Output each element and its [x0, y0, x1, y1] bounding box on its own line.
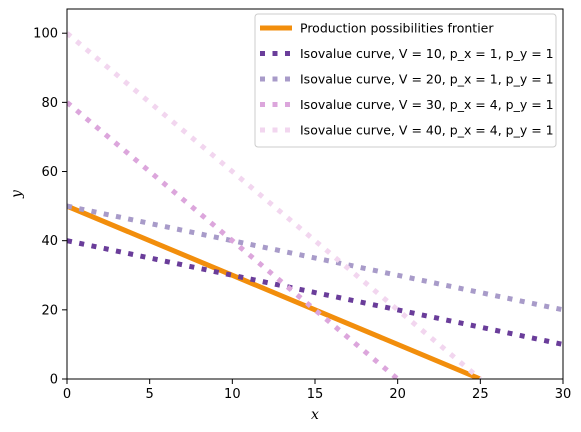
x-axis: 0 5 10 15 20 25 30 [63, 379, 571, 402]
x-axis-label: x [311, 407, 319, 423]
x-tick-label: 25 [472, 387, 489, 402]
series-layer [67, 31, 563, 379]
legend: Production possibilities frontier Isovalu… [254, 13, 557, 148]
x-tick-label: 20 [389, 387, 406, 402]
x-tick-label: 30 [555, 387, 572, 402]
x-tick-label: 15 [307, 387, 324, 402]
legend-label-3: Isovalue curve, V = 30, p_x = 4, p_y = 1 [300, 97, 554, 112]
legend-label-2: Isovalue curve, V = 20, p_x = 1, p_y = 1 [300, 72, 554, 87]
y-axis: 0 20 40 60 80 100 [33, 27, 67, 388]
y-tick-label: 60 [41, 165, 58, 180]
series-line-0 [67, 203, 482, 379]
y-tick-label: 80 [41, 96, 58, 111]
legend-label-1: Isovalue curve, V = 10, p_x = 1, p_y = 1 [300, 46, 554, 61]
series-line-2 [67, 203, 563, 313]
series-line-4 [67, 31, 482, 379]
series-line-3 [67, 100, 400, 379]
legend-label-4: Isovalue curve, V = 40, p_x = 4, p_y = 1 [300, 123, 554, 138]
x-tick-label: 5 [146, 387, 154, 402]
y-tick-label: 40 [41, 234, 58, 249]
y-axis-label: y [9, 189, 25, 199]
y-tick-label: 0 [50, 373, 58, 388]
y-tick-label: 100 [33, 27, 58, 42]
y-tick-label: 20 [41, 303, 58, 318]
legend-label-0: Production possibilities frontier [300, 21, 494, 36]
series-line-1 [67, 238, 563, 347]
x-tick-label: 0 [63, 387, 71, 402]
x-tick-label: 10 [224, 387, 241, 402]
legend-box [254, 13, 557, 148]
